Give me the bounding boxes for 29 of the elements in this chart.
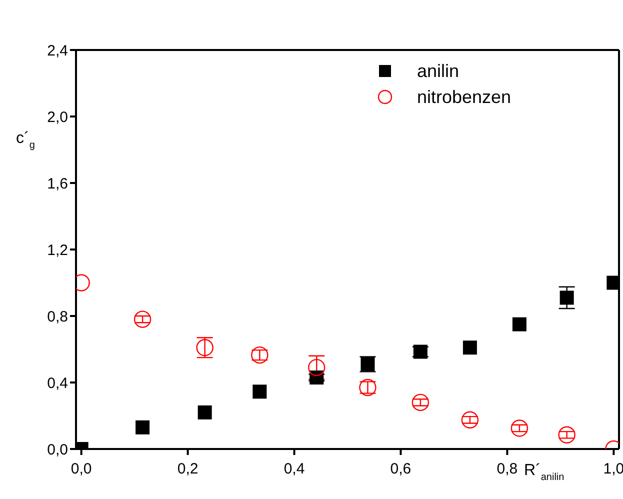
point <box>510 420 528 437</box>
y-tick-label: 1,6 <box>47 175 68 192</box>
x-tick-label: 0,2 <box>177 460 198 478</box>
point <box>252 384 267 399</box>
y-tick-label: 1,2 <box>47 242 68 259</box>
point <box>558 426 576 444</box>
x-tick-label: 0,0 <box>70 460 92 478</box>
point <box>134 310 152 328</box>
point <box>461 411 479 429</box>
x-tick-label: 0,8 <box>496 460 518 478</box>
y-tick-label: 2,4 <box>47 42 68 60</box>
x-axis-title: R´$_{anilin}$ <box>524 462 564 483</box>
x-tick-label: 0,6 <box>390 460 412 478</box>
point <box>412 394 430 412</box>
point <box>308 358 326 376</box>
point <box>512 317 526 332</box>
legend-label: nitrobenzen <box>417 84 512 110</box>
y-tick-label: 0,0 <box>47 441 68 458</box>
point <box>251 346 268 364</box>
point <box>136 420 150 434</box>
y-tick-label: 0,8 <box>47 308 68 326</box>
point <box>560 290 574 305</box>
y-tick-label: 0,4 <box>47 374 68 392</box>
y-tick-label: 2,0 <box>47 108 68 126</box>
point <box>462 340 477 355</box>
point <box>198 405 212 420</box>
legend-label: anilin <box>417 58 460 84</box>
x-tick-label: 0,4 <box>284 460 305 478</box>
y-axis-title: c´$_{g}$ <box>16 130 35 151</box>
